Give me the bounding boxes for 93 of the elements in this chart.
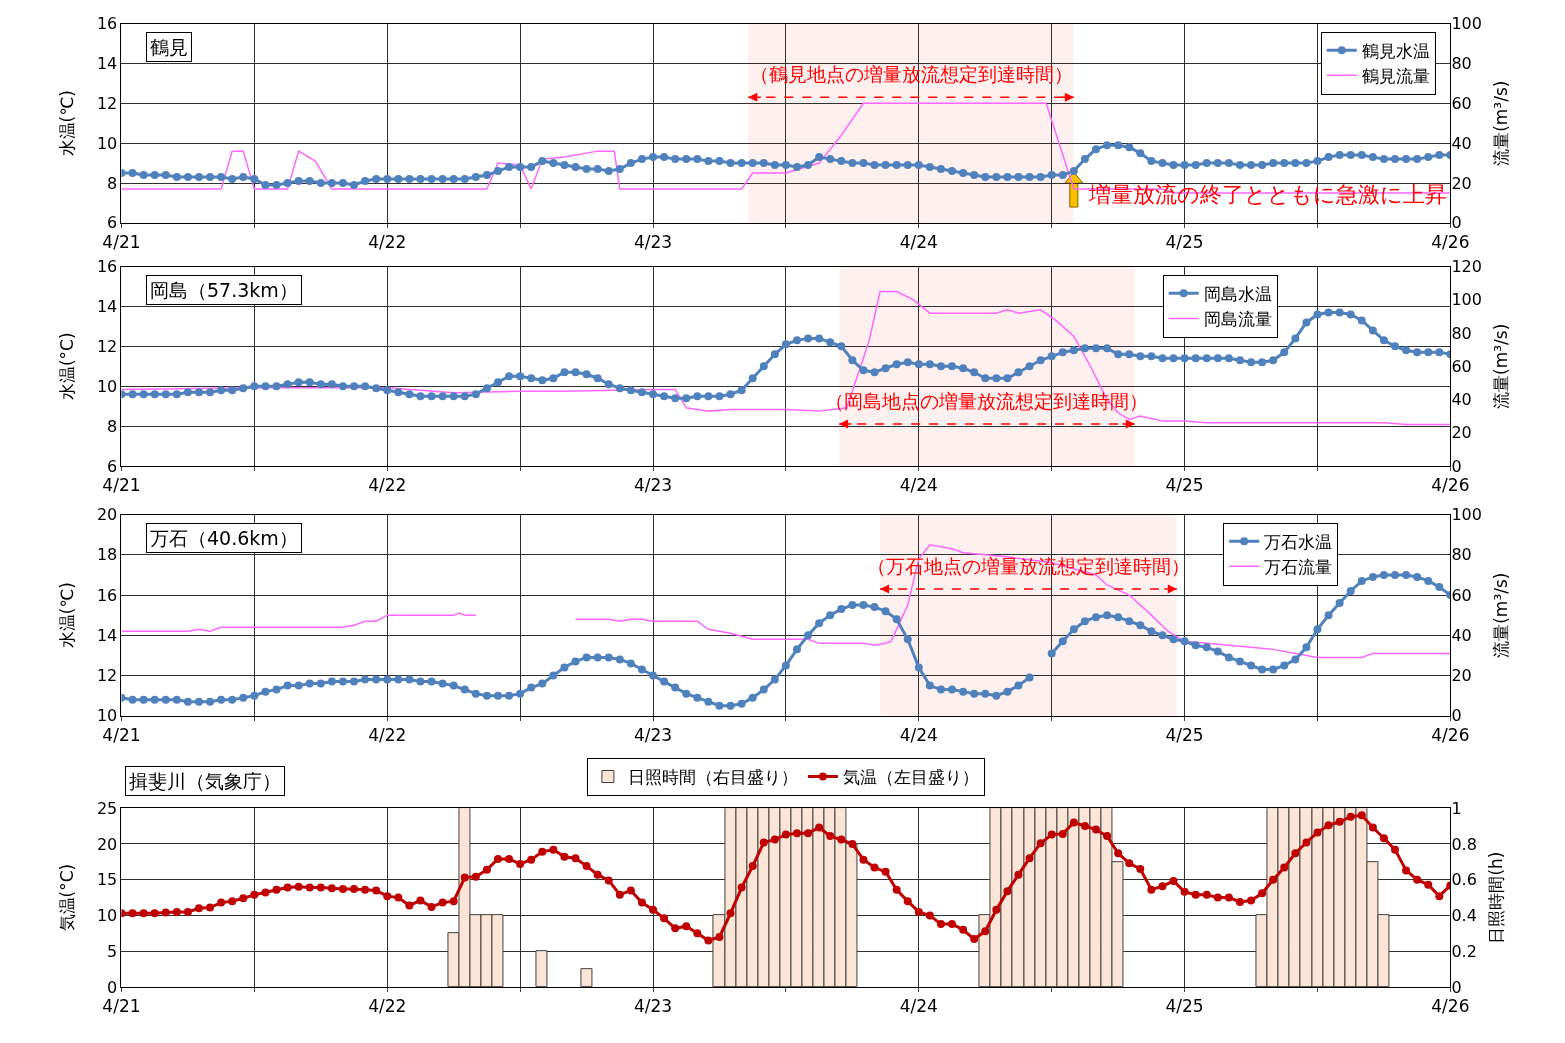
- x-tick-label: 4/21: [102, 725, 141, 746]
- y-tick-label: 15: [96, 870, 118, 890]
- x-tick-label: 4/25: [1165, 725, 1204, 746]
- text: 鶴見: [150, 36, 188, 58]
- y-tick-label: 14: [96, 297, 118, 317]
- x-tick-label: 4/24: [899, 475, 938, 496]
- y-tick-label: 6: [107, 213, 118, 233]
- y-tick-label: 12: [96, 666, 118, 686]
- y-tick-label: 18: [96, 545, 118, 565]
- text: 岡島（57.3km）: [150, 279, 298, 301]
- x-tick-label: 4/22: [368, 232, 407, 253]
- y2-tick-label: 60: [1451, 93, 1472, 113]
- y-tick-label: 12: [96, 93, 118, 113]
- x-tick-label: 4/26: [1431, 996, 1470, 1017]
- legend-label: 万石流量: [1264, 556, 1333, 577]
- y-tick-label: 25: [96, 798, 118, 818]
- legend-label: 日照時間（右目盛り）: [627, 767, 798, 788]
- y-tick-label: 8: [107, 416, 118, 436]
- y-tick-label: 20: [96, 834, 118, 854]
- y2-tick-label: 100: [1451, 290, 1482, 310]
- y2-tick-label: 40: [1451, 390, 1472, 410]
- y2-tick-label: 0.4: [1451, 906, 1477, 926]
- x-tick-label: 4/23: [633, 232, 673, 253]
- y2-axis-title: 日照時間(h): [1486, 851, 1507, 944]
- x-tick-label: 4/25: [1165, 232, 1204, 253]
- x-tick-label: 4/23: [633, 996, 673, 1017]
- y2-axis-title: 流量(m³/s): [1491, 323, 1512, 409]
- legend-label: 鶴見水温: [1361, 40, 1430, 61]
- y-tick-label: 10: [96, 376, 118, 396]
- y2-tick-label: 0.6: [1451, 870, 1477, 890]
- y2-tick-label: 100: [1451, 505, 1482, 525]
- text: 万石（40.6km）: [150, 527, 298, 549]
- y-tick-label: 8: [107, 173, 118, 193]
- y2-tick-label: 60: [1451, 356, 1472, 376]
- y2-tick-label: 80: [1451, 323, 1472, 343]
- x-tick-label: 4/24: [899, 232, 938, 253]
- x-tick-label: 4/26: [1431, 232, 1470, 253]
- y2-tick-label: 80: [1451, 545, 1472, 565]
- x-tick-label: 4/25: [1165, 475, 1204, 496]
- x-tick-label: 4/21: [102, 475, 141, 496]
- y2-tick-label: 40: [1451, 133, 1472, 153]
- y-tick-label: 14: [96, 625, 118, 645]
- x-tick-label: 4/24: [899, 996, 938, 1017]
- legend-label: 万石水温: [1264, 531, 1333, 552]
- x-tick-label: 4/22: [368, 725, 407, 746]
- y-tick-label: 12: [96, 336, 118, 356]
- y-axis-title: 水温(°C): [57, 332, 78, 401]
- y2-tick-label: 0: [1451, 706, 1462, 726]
- x-tick-label: 4/22: [368, 475, 407, 496]
- x-tick-label: 4/23: [633, 475, 673, 496]
- x-tick-label: 4/24: [899, 725, 938, 746]
- y2-tick-label: 0: [1451, 456, 1462, 476]
- x-tick-label: 4/22: [368, 996, 407, 1017]
- y2-tick-label: 1: [1451, 798, 1462, 818]
- y-tick-label: 16: [96, 585, 118, 605]
- y2-tick-label: 100: [1451, 14, 1482, 34]
- x-tick-label: 4/21: [102, 232, 141, 253]
- y-tick-label: 14: [96, 54, 118, 74]
- y2-tick-label: 0.8: [1451, 834, 1477, 854]
- y2-tick-label: 120: [1451, 257, 1482, 277]
- y-tick-label: 20: [96, 505, 118, 525]
- y2-tick-label: 40: [1451, 625, 1472, 645]
- y2-tick-label: 20: [1451, 423, 1472, 443]
- y-axis-title: 気温(°C): [57, 863, 78, 932]
- y2-tick-label: 0.2: [1451, 941, 1477, 961]
- y-axis-title: 水温(℃): [57, 90, 78, 157]
- y-tick-label: 10: [96, 706, 118, 726]
- y-tick-label: 16: [96, 14, 118, 34]
- legend-label: 岡島流量: [1203, 309, 1272, 330]
- y2-axis-title: 流量(m³/s): [1491, 80, 1512, 166]
- y-tick-label: 6: [107, 456, 118, 476]
- x-tick-label: 4/26: [1431, 475, 1470, 496]
- y-tick-label: 16: [96, 257, 118, 277]
- y2-tick-label: 20: [1451, 666, 1472, 686]
- legend-label: 鶴見流量: [1361, 65, 1430, 86]
- y-tick-label: 10: [96, 133, 118, 153]
- chart-title: 揖斐川（気象庁）: [129, 770, 281, 792]
- y2-tick-label: 60: [1451, 585, 1472, 605]
- y2-tick-label: 0: [1451, 213, 1462, 233]
- y2-tick-label: 80: [1451, 54, 1472, 74]
- y-axis-title: 水温(℃): [57, 581, 78, 649]
- legend-label: 気温（左目盛り）: [842, 767, 979, 788]
- x-tick-label: 4/25: [1165, 996, 1204, 1017]
- y2-tick-label: 0: [1451, 977, 1462, 997]
- y-tick-label: 0: [107, 977, 118, 997]
- y2-axis-title: 流量(m³/s): [1491, 572, 1512, 658]
- x-tick-label: 4/23: [633, 725, 673, 746]
- x-tick-label: 4/21: [102, 996, 141, 1017]
- y-tick-label: 5: [107, 941, 118, 961]
- x-tick-label: 4/26: [1431, 725, 1470, 746]
- legend-label: 岡島水温: [1203, 283, 1272, 304]
- y-tick-label: 10: [96, 906, 118, 926]
- y2-tick-label: 20: [1451, 173, 1472, 193]
